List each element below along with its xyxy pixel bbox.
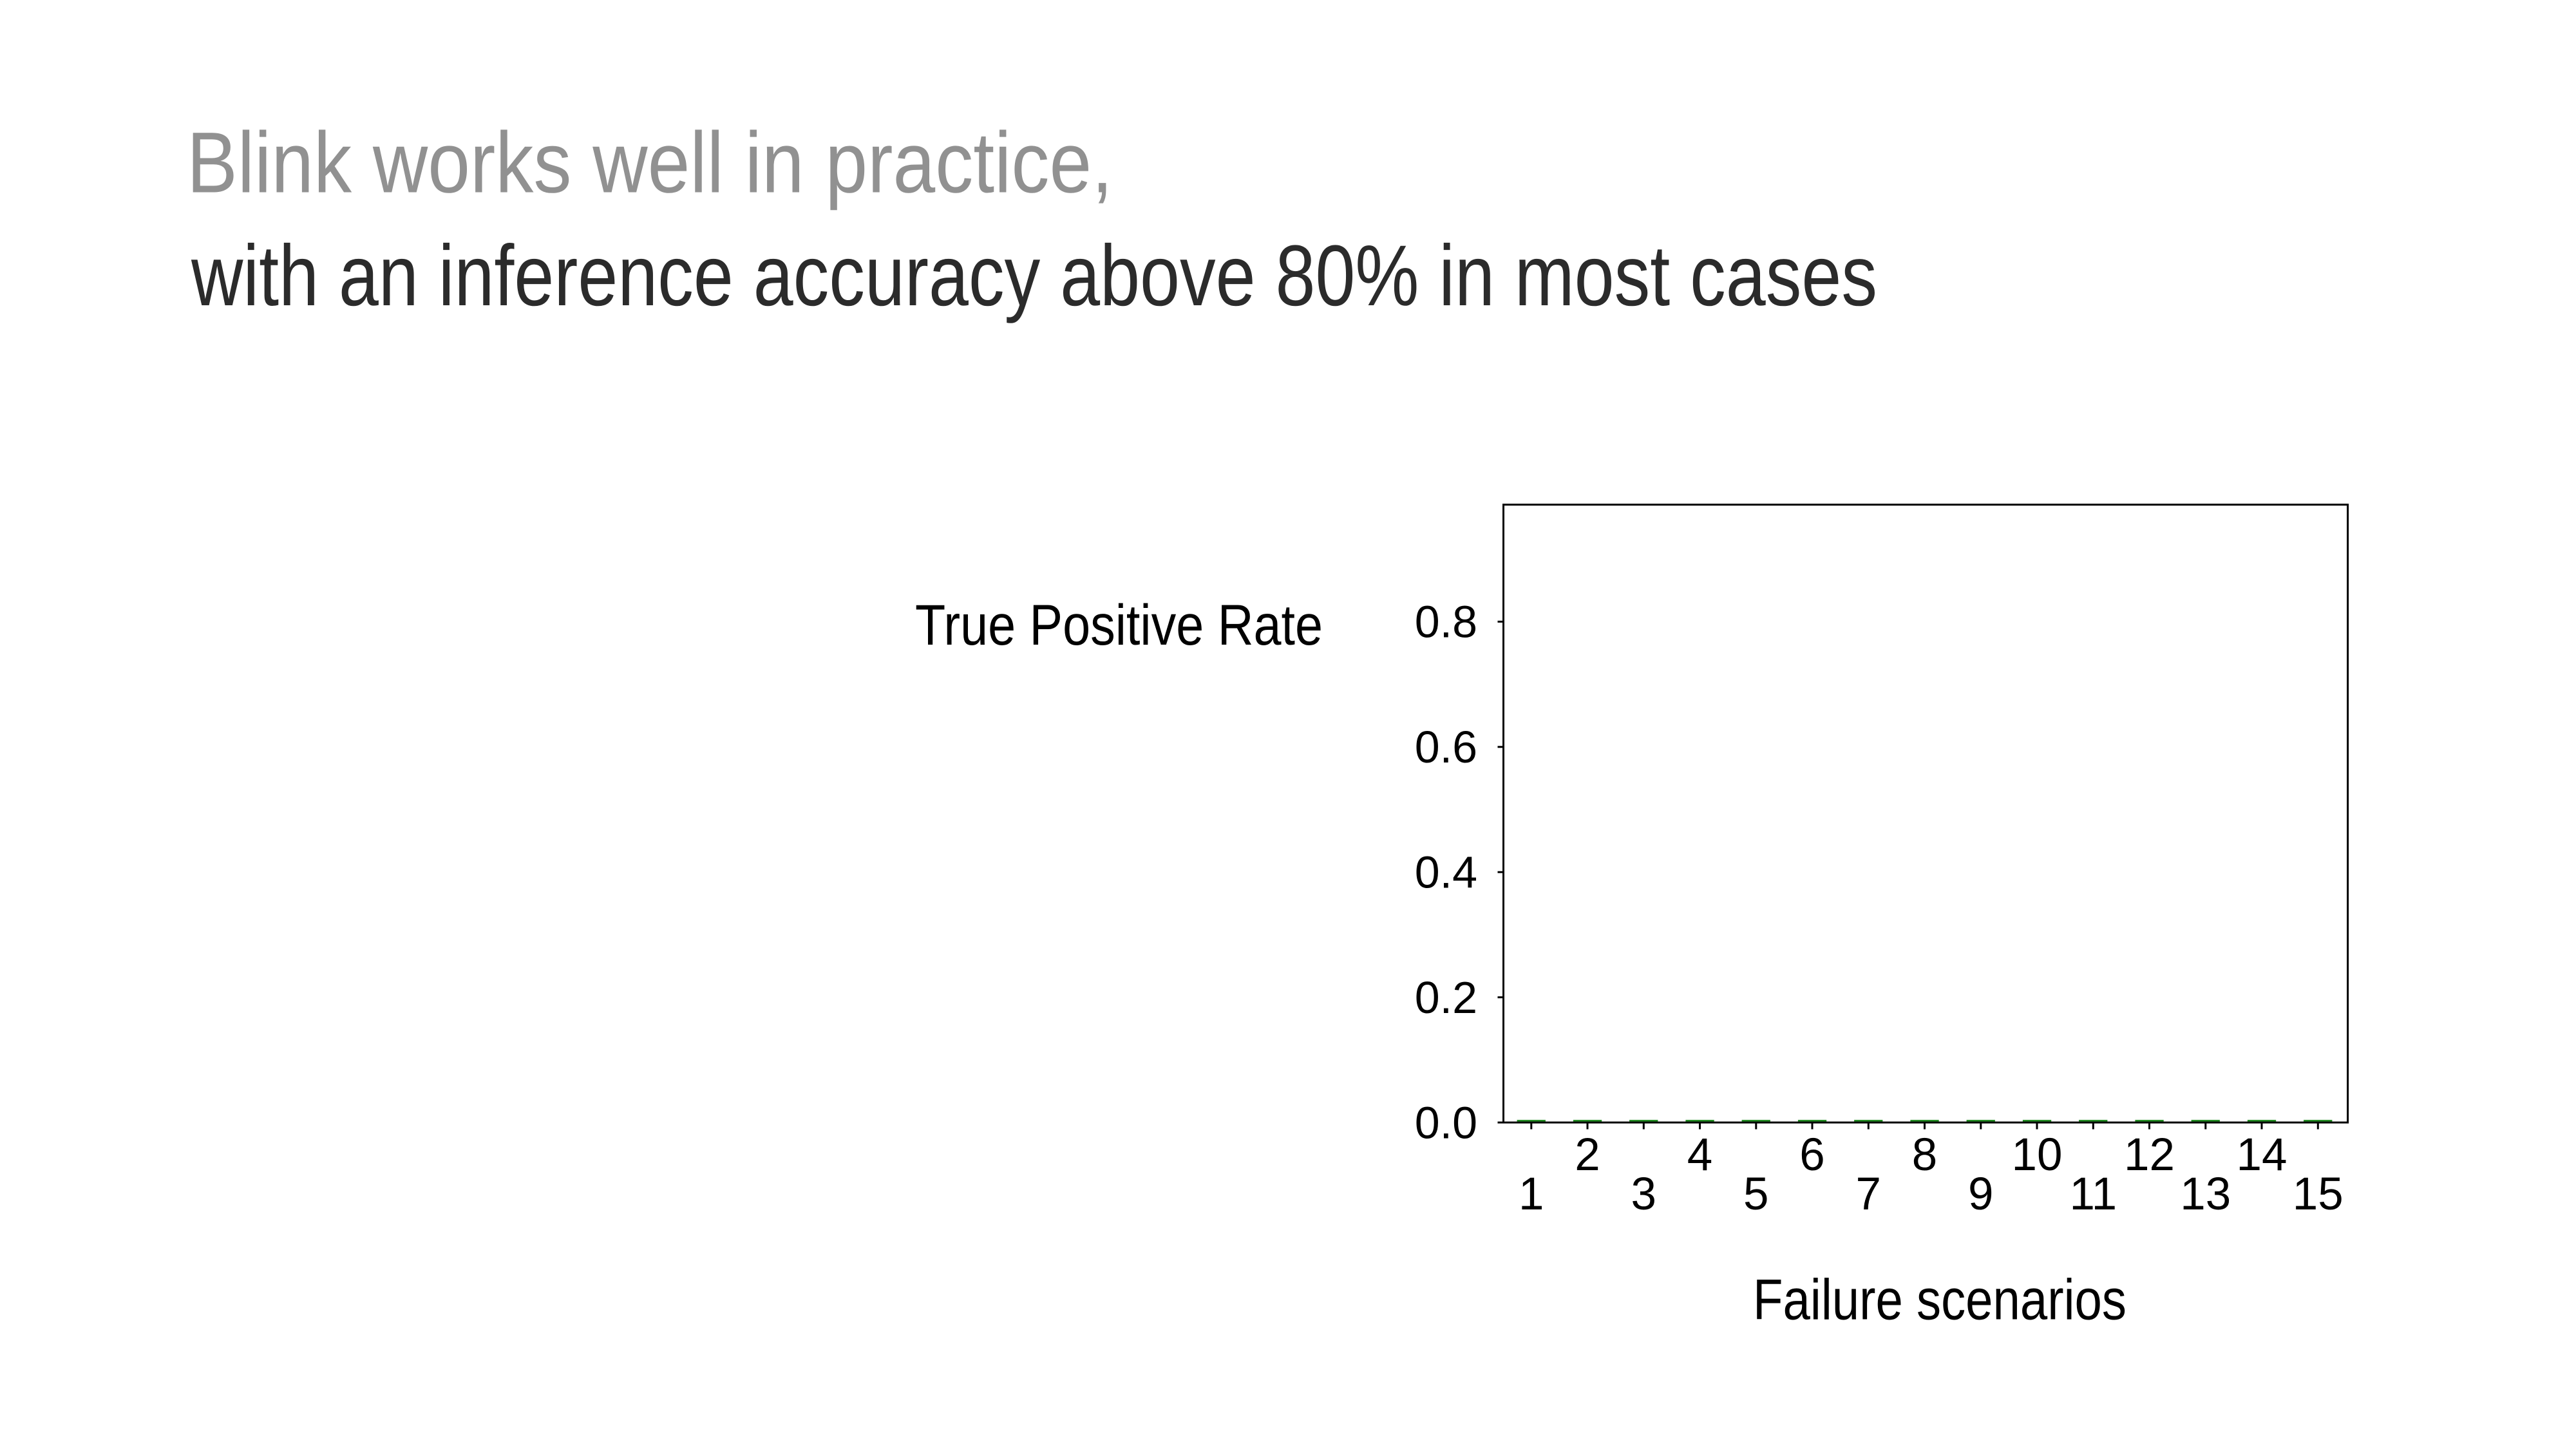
svg-text:0.8: 0.8 xyxy=(1415,597,1477,647)
svg-text:13: 13 xyxy=(2180,1169,2231,1220)
svg-text:9: 9 xyxy=(1968,1169,1994,1220)
svg-text:Blink works well in practice,: Blink works well in practice, xyxy=(187,115,1113,211)
svg-text:True Positive Rate: True Positive Rate xyxy=(915,592,1323,657)
svg-text:10: 10 xyxy=(2012,1130,2063,1180)
svg-text:14: 14 xyxy=(2237,1130,2287,1180)
svg-text:1: 1 xyxy=(1519,1169,1544,1220)
svg-text:7: 7 xyxy=(1856,1169,1882,1220)
svg-text:0.0: 0.0 xyxy=(1415,1097,1477,1148)
svg-text:Failure scenarios: Failure scenarios xyxy=(1753,1267,2126,1332)
svg-text:15: 15 xyxy=(2293,1169,2344,1220)
svg-text:4: 4 xyxy=(1687,1130,1713,1180)
svg-text:12: 12 xyxy=(2124,1130,2175,1180)
svg-text:11: 11 xyxy=(2069,1169,2117,1220)
svg-text:3: 3 xyxy=(1631,1169,1657,1220)
svg-text:0.4: 0.4 xyxy=(1415,848,1477,898)
svg-text:8: 8 xyxy=(1912,1130,1938,1180)
svg-text:0.2: 0.2 xyxy=(1415,972,1477,1023)
svg-text:with an inference accuracy abo: with an inference accuracy above 80% in … xyxy=(191,228,1877,324)
svg-text:0.6: 0.6 xyxy=(1415,722,1477,772)
svg-text:6: 6 xyxy=(1799,1130,1825,1180)
svg-text:5: 5 xyxy=(1743,1169,1769,1220)
svg-text:2: 2 xyxy=(1575,1130,1600,1180)
